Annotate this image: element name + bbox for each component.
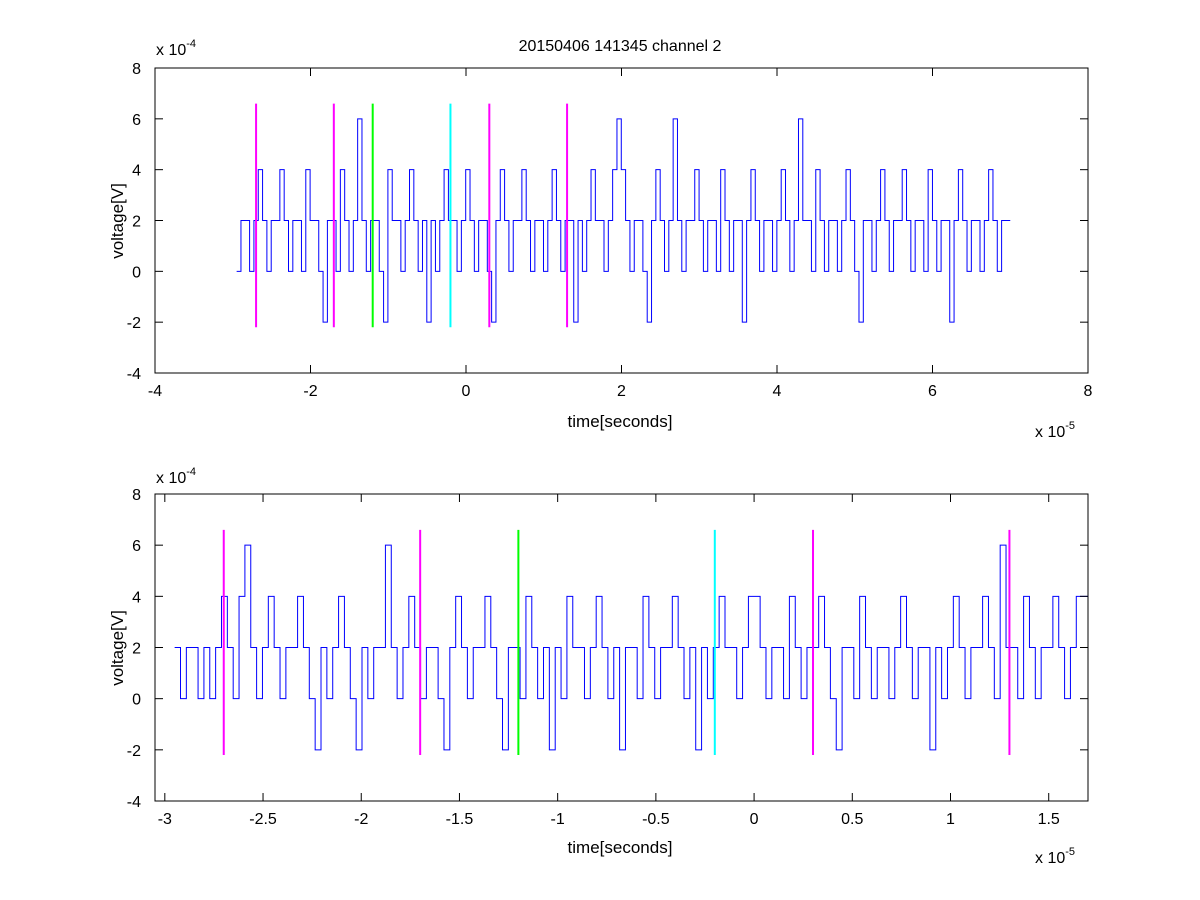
- bottom-plot-ylabel: voltage[V]: [108, 610, 127, 686]
- top-plot-x-tick-label: -2: [303, 383, 317, 400]
- top-plot-y-tick-label: 8: [132, 61, 141, 78]
- bottom-plot-y-exponent-power: -4: [186, 466, 196, 478]
- top-plot-x-tick-label: 8: [1084, 383, 1093, 400]
- top-plot-x-exponent: x 10-5: [1035, 420, 1075, 441]
- bottom-plot-x-tick-label: 1: [946, 811, 955, 828]
- top-plot-series: [236, 118, 1011, 323]
- bottom-plot-y-tick-label: 8: [132, 487, 141, 504]
- bottom-plot-x-tick-label: -0.5: [642, 811, 670, 828]
- bottom-plot-x-tick-label: 0: [750, 811, 759, 828]
- top-plot-markers: [255, 103, 569, 328]
- top-plot-x-exponent-power: -5: [1065, 420, 1075, 432]
- bottom-plot-y-tick-label: -2: [127, 743, 141, 760]
- bottom-plot-x-tick-label: -1: [551, 811, 565, 828]
- bottom-plot-y-exponent-base: x 10: [156, 470, 186, 487]
- bottom-plot-x-tick-label: 1.5: [1038, 811, 1060, 828]
- bottom-plot-x-tick-label: -1.5: [446, 811, 474, 828]
- bottom-plot-y-exponent: x 10-4: [156, 466, 196, 487]
- bottom-plot-markers: [222, 529, 1011, 755]
- top-plot-x-tick-label: -4: [148, 383, 162, 400]
- top-plot-x-tick-label: 4: [773, 383, 782, 400]
- bottom-plot-voltage-trace: [174, 544, 1088, 751]
- top-plot-x-tick-label: 6: [928, 383, 937, 400]
- bottom-plot-x-tick-label: -2.5: [249, 811, 277, 828]
- top-plot: -4 -2 0 2 4 6 8 -4 -2 0 2 4 6 8 time[seconds] voltage…: [108, 38, 1093, 441]
- bottom-plot-x-tick-label: -3: [158, 811, 172, 828]
- top-plot-x-exponent-base: x 10: [1035, 424, 1065, 441]
- bottom-plot: -3 -2.5 -2 -1.5 -1 -0.5 0 0.5 1 1.5 -4 -2 0 2 4 6 8 time…: [108, 466, 1089, 867]
- bottom-plot-x-exponent-power: -5: [1065, 846, 1075, 858]
- top-plot-ticks: -4 -2 0 2 4 6 8 -4 -2 0 2 4 6 8: [127, 61, 1093, 400]
- top-plot-y-tick-label: -4: [127, 366, 141, 383]
- bottom-plot-x-exponent-base: x 10: [1035, 850, 1065, 867]
- top-plot-xlabel: time[seconds]: [568, 412, 673, 431]
- top-plot-voltage-trace: [236, 118, 1011, 323]
- bottom-plot-y-tick-label: -4: [127, 794, 141, 811]
- top-plot-ylabel: voltage[V]: [108, 183, 127, 259]
- top-plot-y-exponent-power: -4: [186, 38, 196, 50]
- bottom-plot-xlabel: time[seconds]: [568, 838, 673, 857]
- top-plot-y-tick-label: 4: [132, 163, 141, 180]
- bottom-plot-x-exponent: x 10-5: [1035, 846, 1075, 867]
- bottom-plot-series: [174, 544, 1088, 751]
- top-plot-y-tick-label: 6: [132, 112, 141, 129]
- bottom-plot-y-tick-label: 0: [132, 692, 141, 709]
- top-plot-y-exponent: x 10-4: [156, 38, 196, 59]
- top-plot-y-tick-label: 2: [132, 214, 141, 231]
- top-plot-y-exponent-base: x 10: [156, 42, 186, 59]
- bottom-plot-y-tick-label: 6: [132, 538, 141, 555]
- bottom-plot-x-tick-label: -2: [354, 811, 368, 828]
- top-plot-x-tick-label: 2: [617, 383, 626, 400]
- bottom-plot-ticks: -3 -2.5 -2 -1.5 -1 -0.5 0 0.5 1 1.5 -4 -2 0 2 4 6 8: [127, 487, 1088, 828]
- top-plot-x-tick-label: 0: [462, 383, 471, 400]
- bottom-plot-y-tick-label: 2: [132, 641, 141, 658]
- bottom-plot-x-tick-label: 0.5: [841, 811, 863, 828]
- bottom-plot-y-tick-label: 4: [132, 589, 141, 606]
- top-plot-y-tick-label: -2: [127, 315, 141, 332]
- top-plot-y-tick-label: 0: [132, 264, 141, 281]
- figure-title: 20150406 141345 channel 2: [519, 38, 722, 55]
